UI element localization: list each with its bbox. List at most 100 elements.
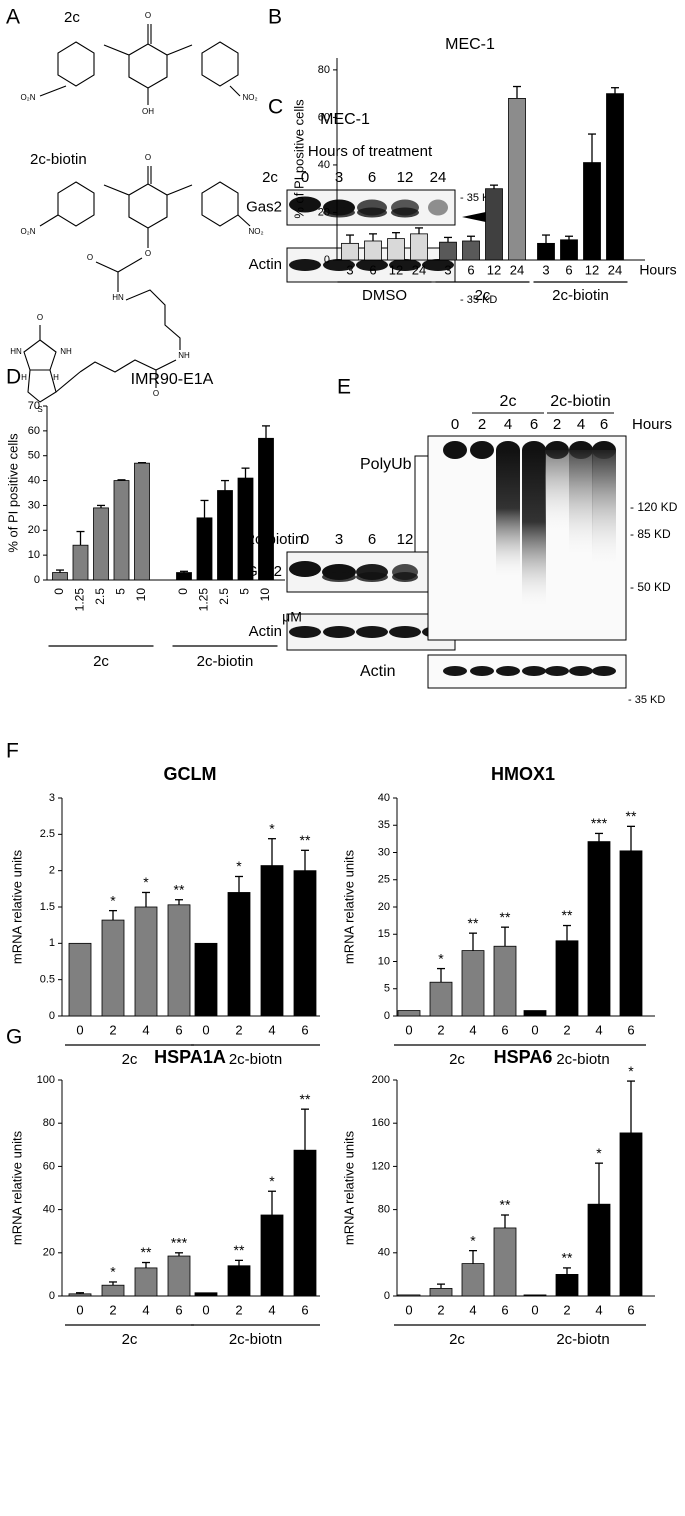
band	[422, 259, 454, 271]
band	[470, 666, 494, 676]
x-tick-label: 6	[501, 1302, 508, 1317]
significance: **	[234, 1242, 245, 1258]
lane-label: 4	[577, 416, 585, 433]
x-tick-label: 4	[142, 1022, 149, 1037]
atom-label: HN	[112, 293, 124, 302]
lane-label: 6	[530, 416, 538, 433]
atom-label: O₂N	[20, 93, 35, 102]
x-tick-label: 6	[175, 1302, 182, 1317]
bar	[462, 240, 480, 261]
lane-label: 0	[301, 169, 309, 186]
bar	[429, 981, 453, 1017]
ring	[27, 369, 57, 403]
x-tick-label: 6	[627, 1302, 634, 1317]
x-tick-label: 0	[52, 588, 66, 595]
smear	[569, 450, 593, 560]
bar	[134, 1267, 158, 1297]
x-tick-label: 0	[76, 1022, 83, 1037]
bar	[93, 507, 109, 581]
x-tick-label: 0	[176, 588, 190, 595]
band	[389, 259, 421, 271]
band	[356, 626, 388, 638]
atom-label: HN	[10, 347, 22, 356]
bar	[606, 93, 624, 261]
compound-name: 2c	[64, 9, 80, 26]
row-label: Actin	[360, 663, 396, 680]
group-label: 2c	[500, 393, 517, 410]
lane-label: 6	[368, 531, 376, 548]
row-label: Gas2	[246, 198, 282, 215]
bar	[167, 904, 191, 1017]
band	[357, 207, 387, 218]
y-tick-label: 50	[28, 450, 40, 462]
y-tick-label: 10	[28, 549, 40, 561]
ring	[57, 41, 95, 87]
x-tick-label: 6	[301, 1022, 308, 1037]
y-tick-label: 35	[378, 819, 390, 831]
significance: *	[110, 1264, 116, 1280]
group-label: 2c	[122, 1051, 138, 1068]
x-tick-label: 2	[109, 1302, 116, 1317]
bar	[113, 480, 130, 581]
band	[392, 572, 418, 582]
bar	[397, 1010, 421, 1017]
band	[592, 666, 616, 676]
atom-label: H	[53, 373, 59, 382]
bond	[39, 85, 67, 97]
bond	[237, 214, 251, 227]
significance: *	[269, 820, 275, 836]
atom-label: O	[87, 253, 93, 262]
bond	[79, 359, 157, 373]
significance: **	[500, 1197, 511, 1213]
x-tick-label: 4	[142, 1302, 149, 1317]
x-tick-label: 6	[467, 262, 474, 277]
x-tick-label: 2	[437, 1302, 444, 1317]
bond	[166, 184, 193, 196]
band	[428, 199, 448, 216]
lane-label: 3	[335, 169, 343, 186]
x-tick-label: 0	[531, 1022, 538, 1037]
significance: **	[300, 832, 311, 848]
lane-label: 2	[478, 416, 486, 433]
significance: **	[500, 909, 511, 925]
lane-label: 6	[368, 169, 376, 186]
group-label: 2c-biotin	[197, 653, 254, 670]
y-axis-label: mRNA relative units	[341, 849, 356, 964]
bar	[555, 940, 579, 1017]
bar	[341, 242, 359, 261]
y-tick-label: 40	[378, 1247, 390, 1259]
bar	[194, 942, 218, 1017]
x-tick-label: 12	[487, 262, 501, 277]
ring	[201, 41, 239, 87]
bond	[103, 184, 130, 196]
bar	[227, 1265, 251, 1297]
atom-label: O	[37, 313, 43, 322]
significance: *	[143, 874, 149, 890]
x-tick-label: 6	[301, 1302, 308, 1317]
x-tick-label: 3	[542, 262, 549, 277]
ring	[128, 183, 168, 229]
x-tick-label: 0	[202, 1302, 209, 1317]
bar	[68, 942, 92, 1017]
y-tick-label: 60	[318, 111, 330, 123]
y-tick-label: 30	[28, 499, 40, 511]
bar	[196, 517, 213, 581]
band	[470, 441, 494, 459]
y-axis-label: mRNA relative units	[9, 1130, 24, 1245]
chart-title: HSPA6	[494, 1047, 553, 1067]
group-label: 2c	[449, 1051, 465, 1068]
bar	[194, 1292, 218, 1297]
atom-label: H	[21, 373, 27, 382]
band	[323, 207, 355, 218]
significance: *	[438, 950, 444, 966]
x-tick-label: 0	[405, 1022, 412, 1037]
bond	[229, 85, 241, 97]
x-tick-label: 3	[346, 262, 353, 277]
lane-label: 12	[397, 169, 414, 186]
y-tick-label: 160	[372, 1117, 390, 1129]
panel-label: C	[268, 96, 283, 119]
bar	[587, 1203, 611, 1297]
group-label: 2c-biotn	[229, 1331, 282, 1348]
lane-label: 0	[301, 531, 309, 548]
